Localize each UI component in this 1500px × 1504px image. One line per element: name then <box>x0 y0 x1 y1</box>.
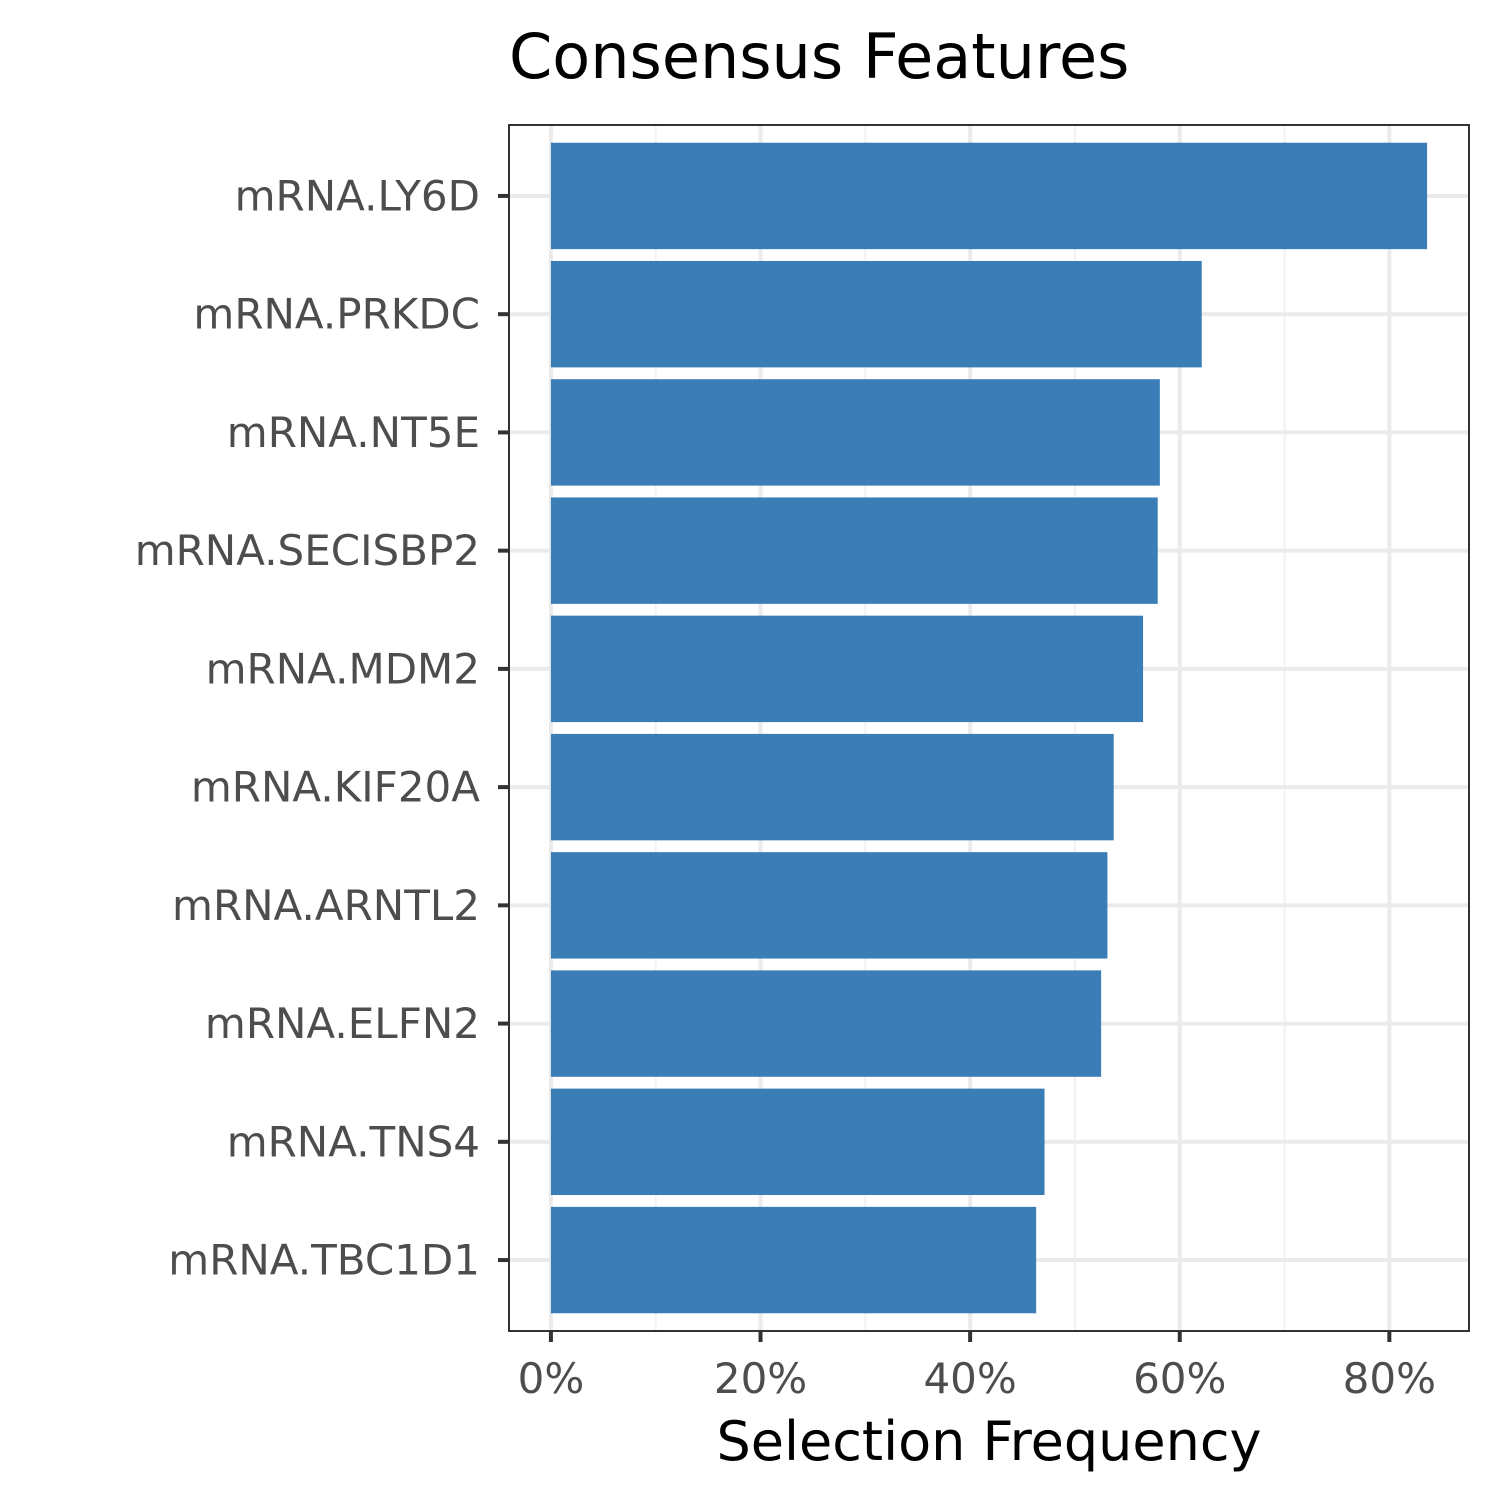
panel-border <box>508 124 1470 1332</box>
x-tick-label: 40% <box>923 1354 1016 1403</box>
bar <box>550 1088 1045 1196</box>
x-tick-label: 0% <box>518 1354 585 1403</box>
y-tick-label: mRNA.ARNTL2 <box>172 881 480 930</box>
chart-title: Consensus Features <box>509 20 1129 93</box>
y-tick-label: mRNA.PRKDC <box>193 290 480 339</box>
x-axis: 0% 20% 40% 60% 80% <box>518 1331 1436 1403</box>
x-tick-label: 60% <box>1133 1354 1226 1403</box>
bar <box>550 615 1144 723</box>
bar <box>550 142 1428 250</box>
bar <box>550 852 1108 959</box>
bar <box>550 1206 1037 1314</box>
bar <box>550 379 1160 486</box>
x-tick-label: 80% <box>1343 1354 1436 1403</box>
bar <box>550 733 1114 841</box>
y-tick-label: mRNA.TBC1D1 <box>168 1236 480 1285</box>
y-tick-label: mRNA.MDM2 <box>206 644 480 693</box>
y-tick-label: mRNA.NT5E <box>227 408 480 457</box>
y-tick-label: mRNA.SECISBP2 <box>135 526 480 575</box>
y-tick-label: mRNA.ELFN2 <box>205 999 480 1048</box>
bar <box>550 260 1202 368</box>
bars <box>550 142 1428 1314</box>
bar <box>550 970 1102 1077</box>
x-tick-label: 20% <box>714 1354 807 1403</box>
x-axis-title: Selection Frequency <box>717 1410 1262 1473</box>
bar <box>550 497 1158 604</box>
y-tick-label: mRNA.TNS4 <box>227 1117 480 1166</box>
y-tick-label: mRNA.LY6D <box>235 171 480 220</box>
y-tick-label: mRNA.KIF20A <box>191 763 480 812</box>
y-axis: mRNA.LY6D mRNA.PRKDC mRNA.NT5E mRNA.SECISBP… <box>135 171 509 1285</box>
